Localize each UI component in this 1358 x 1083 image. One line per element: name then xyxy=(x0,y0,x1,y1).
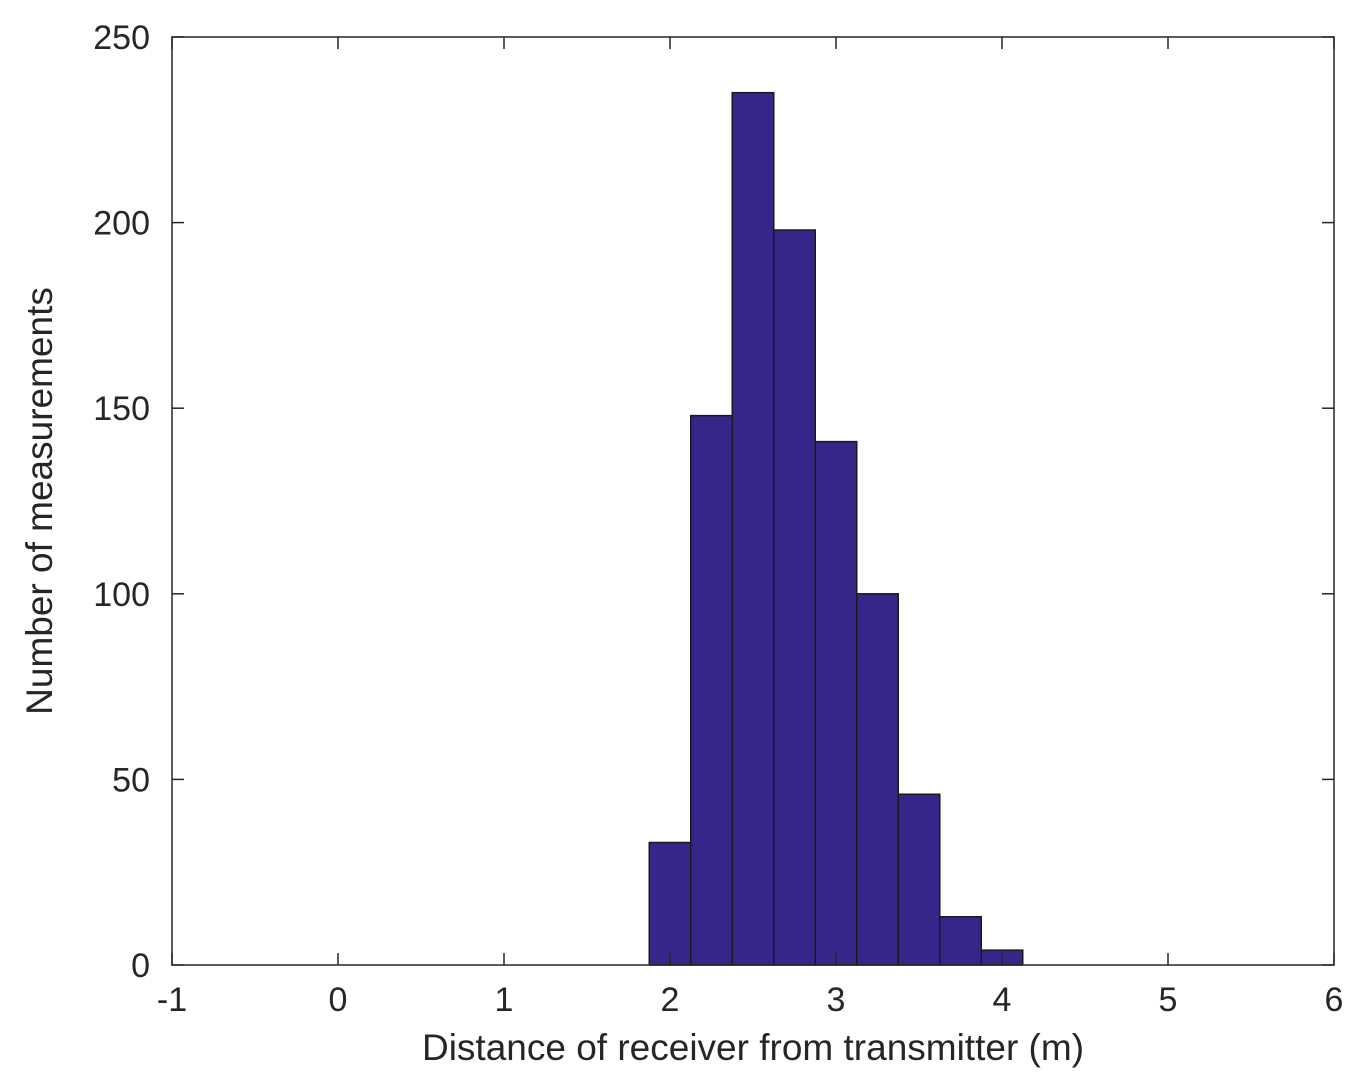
y-tick-label: 200 xyxy=(93,205,150,243)
x-tick-label: -1 xyxy=(157,981,187,1019)
y-tick-labels: 0 50 100 150 200 250 xyxy=(93,19,150,985)
x-tick-label: 5 xyxy=(1159,981,1178,1019)
histogram-bar xyxy=(856,593,899,966)
x-axis-label: Distance of receiver from transmitter (m… xyxy=(422,1027,1084,1068)
y-tick-label: 150 xyxy=(93,390,150,428)
x-tick-label: 1 xyxy=(495,981,514,1019)
y-tick-label: 50 xyxy=(112,761,150,799)
x-tick-labels: -1 0 1 2 3 4 5 6 xyxy=(157,981,1344,1019)
y-tick-label: 0 xyxy=(131,947,150,985)
axis-ticks xyxy=(171,36,1335,966)
histogram-bar xyxy=(897,793,941,966)
x-tick-label: 4 xyxy=(993,981,1012,1019)
y-tick-label: 100 xyxy=(93,576,150,614)
histogram-bar xyxy=(814,440,858,966)
x-tick-label: 6 xyxy=(1325,981,1344,1019)
x-tick-label: 2 xyxy=(661,981,680,1019)
x-tick-label: 3 xyxy=(827,981,846,1019)
y-tick-label: 250 xyxy=(93,19,150,57)
histogram-bar xyxy=(648,841,692,966)
x-tick-label: 0 xyxy=(329,981,348,1019)
histogram-bar xyxy=(939,915,982,966)
plot-frame xyxy=(171,36,1335,966)
histogram-bars xyxy=(648,91,1024,966)
histogram-bar xyxy=(690,414,733,966)
histogram-bar xyxy=(773,229,816,966)
y-axis-label: Number of measurements xyxy=(19,287,60,715)
histogram-bar xyxy=(731,91,775,966)
